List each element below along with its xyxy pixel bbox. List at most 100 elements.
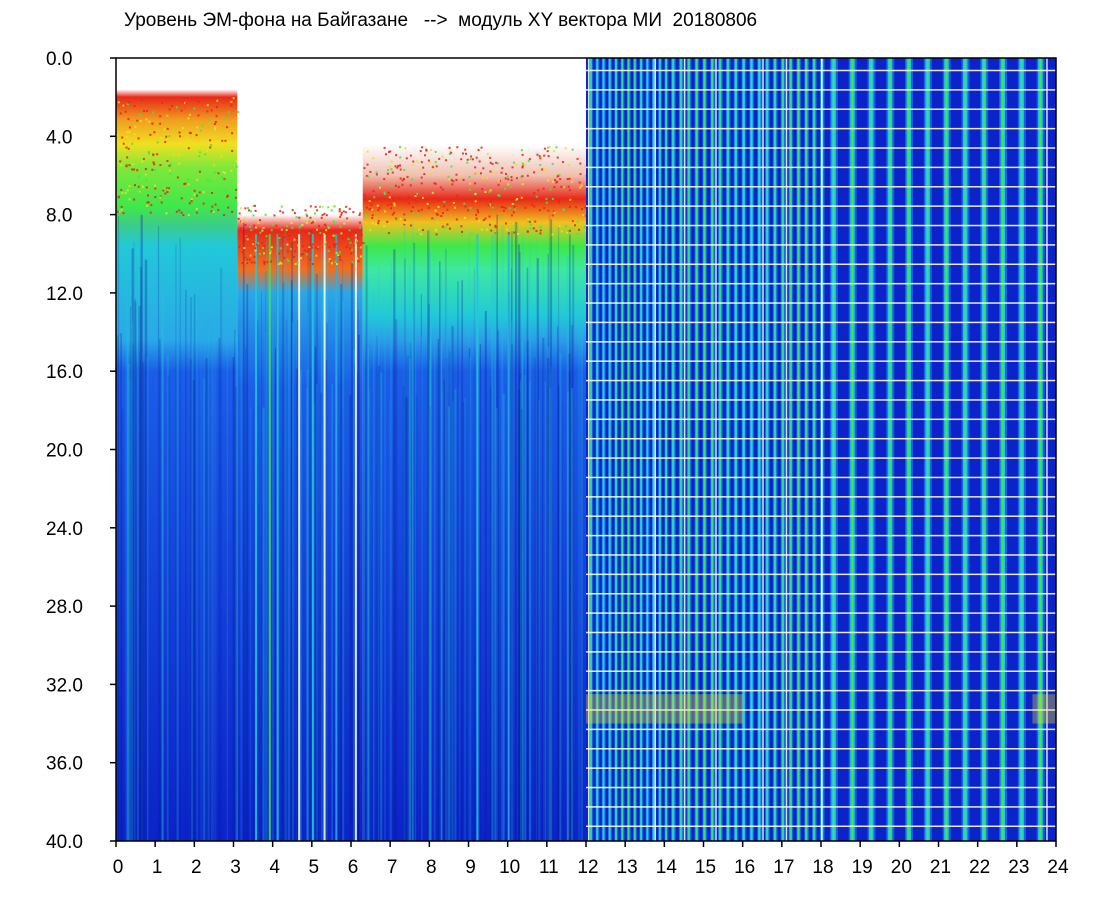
periodic-stripe: [726, 58, 729, 841]
streak: [131, 322, 133, 841]
speckle: [393, 211, 396, 214]
streak: [136, 250, 140, 841]
speckle: [579, 173, 582, 176]
speckle: [234, 196, 237, 199]
speckle: [555, 146, 558, 149]
speckle: [332, 205, 335, 208]
speckle: [178, 209, 181, 212]
speckle: [541, 168, 544, 171]
speckle: [145, 186, 148, 189]
speckle: [195, 207, 198, 210]
speckle: [295, 216, 298, 219]
speckle: [399, 156, 402, 159]
speckle: [497, 183, 500, 186]
speckle: [528, 158, 531, 161]
speckle: [542, 187, 545, 190]
speckle: [136, 169, 139, 172]
streak: [140, 349, 143, 841]
streak: [261, 291, 263, 841]
speckle: [240, 207, 243, 210]
speckle: [310, 222, 313, 225]
speckle: [435, 233, 438, 236]
streak: [516, 319, 519, 841]
speckle: [446, 223, 449, 226]
speckle: [332, 243, 335, 246]
speckle: [505, 222, 508, 225]
periodic-stripe: [690, 58, 692, 841]
periodic-stripe: [682, 58, 684, 841]
periodic-stripe: [628, 58, 630, 841]
periodic-stripe: [702, 58, 704, 841]
speckle: [280, 205, 283, 208]
speckle: [455, 218, 458, 221]
speckle: [347, 238, 350, 241]
speckle: [475, 156, 478, 159]
streak: [252, 409, 254, 841]
streak: [547, 357, 550, 841]
speckle: [238, 212, 241, 215]
periodic-stripe: [788, 58, 790, 841]
speckle: [263, 260, 266, 263]
x-tick-label: 4: [269, 857, 280, 878]
speckle: [549, 188, 552, 191]
streak: [510, 231, 513, 841]
periodic-stripe: [660, 58, 662, 841]
speckle: [215, 115, 218, 118]
speckle: [345, 245, 348, 248]
speckle: [494, 226, 497, 229]
streak: [307, 244, 310, 841]
periodic-stripe: [981, 58, 984, 841]
streak: [367, 348, 370, 841]
x-tick-label: 7: [387, 857, 398, 878]
streak: [519, 251, 521, 841]
speckle: [466, 158, 469, 161]
speckle: [269, 252, 272, 255]
speckle: [124, 191, 127, 194]
periodic-stripe: [798, 58, 801, 841]
speckle: [446, 208, 449, 211]
speckle: [567, 185, 570, 188]
speckle: [501, 167, 504, 170]
speckle: [451, 183, 454, 186]
streak: [489, 376, 492, 841]
periodic-stripe: [694, 58, 696, 841]
speckle: [507, 178, 510, 181]
speckle: [392, 197, 395, 200]
speckle: [327, 226, 330, 229]
streak: [389, 400, 391, 841]
periodic-stripe: [1003, 58, 1006, 841]
speckle: [386, 172, 389, 175]
periodic-stripe: [621, 58, 623, 841]
streak: [326, 322, 328, 841]
periodic-stripe: [887, 58, 890, 841]
periodic-stripe: [646, 58, 649, 841]
streak: [362, 315, 365, 841]
periodic-stripe: [822, 58, 824, 841]
streak: [528, 242, 532, 841]
periodic-stripe: [614, 58, 617, 841]
periodic-stripe: [823, 58, 825, 841]
speckle: [440, 215, 443, 218]
periodic-stripe: [905, 58, 908, 841]
speckle: [547, 179, 550, 182]
speckle: [420, 208, 423, 211]
speckle: [489, 203, 492, 206]
streak: [405, 397, 408, 841]
speckle: [460, 225, 463, 228]
bright-streak: [311, 234, 314, 841]
speckle: [263, 245, 266, 248]
streak: [569, 234, 571, 841]
speckle: [391, 171, 394, 174]
speckle: [328, 258, 331, 261]
speckle: [201, 124, 204, 127]
y-tick-label: 40.0: [46, 832, 83, 853]
speckle: [520, 176, 523, 179]
speckle: [147, 152, 150, 155]
speckle: [254, 209, 257, 212]
speckle: [137, 185, 140, 188]
streak: [121, 409, 124, 841]
speckle: [120, 205, 123, 208]
speckle: [253, 247, 256, 250]
periodic-stripe: [737, 58, 739, 841]
speckle: [145, 118, 148, 121]
